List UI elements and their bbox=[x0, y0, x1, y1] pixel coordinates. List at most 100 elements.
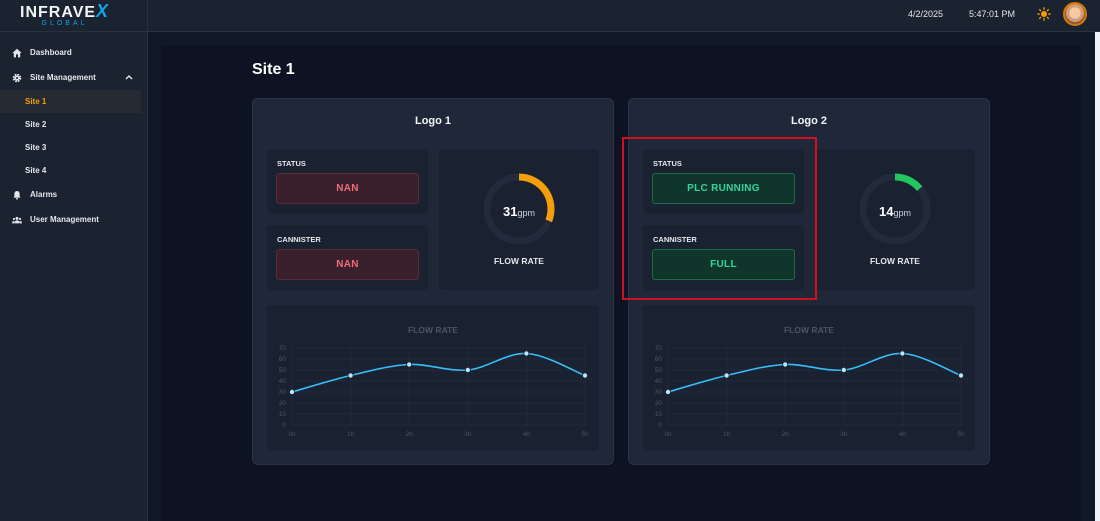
x-tick-label: 3h bbox=[464, 431, 472, 438]
sidebar-item-alarms[interactable]: Alarms bbox=[0, 182, 147, 207]
flow-rate-chart: 0 10 20 30 40 50 60 70 0h 1h 2h 3h 4h 5h bbox=[279, 345, 589, 438]
status-label: STATUS bbox=[653, 159, 682, 168]
y-tick-label: 40 bbox=[655, 378, 663, 385]
cannister-badge: FULL bbox=[652, 249, 795, 280]
status-card: STATUS PLC RUNNING bbox=[643, 149, 804, 214]
x-tick-label: 3h bbox=[840, 431, 848, 438]
y-tick-label: 20 bbox=[655, 400, 663, 407]
cannister-label: CANNISTER bbox=[653, 235, 697, 244]
data-point bbox=[347, 372, 354, 379]
sidebar-item-label: Alarms bbox=[30, 190, 58, 199]
flow-gauge bbox=[483, 173, 555, 245]
cannister-card: CANNISTER FULL bbox=[643, 225, 804, 290]
flow-gauge bbox=[859, 173, 931, 245]
y-tick-label: 40 bbox=[279, 378, 287, 385]
flow-rate-chart-card: FLOW RATE 0 10 20 30 40 50 60 70 0h 1h 2h 3h 4h 5h bbox=[267, 305, 599, 451]
page-title: Site 1 bbox=[252, 61, 295, 78]
sidebar-nav: Dashboard Site Management Site 1 Site 2 … bbox=[0, 32, 147, 232]
sidebar-item-label: User Management bbox=[30, 215, 99, 224]
content-area: Site 1 Logo 1 STATUS NAN CANNISTER NAN bbox=[161, 45, 1081, 521]
flow-label: FLOW RATE bbox=[870, 256, 920, 266]
status-label: STATUS bbox=[277, 159, 306, 168]
sidebar-item-label: Dashboard bbox=[30, 48, 72, 57]
sidebar-item-site-4[interactable]: Site 4 bbox=[25, 166, 47, 175]
x-tick-label: 4h bbox=[523, 431, 531, 438]
y-tick-label: 0 bbox=[658, 422, 662, 429]
flow-gauge-card: 14gpm FLOW RATE bbox=[815, 149, 975, 290]
flow-rate-chart-card: FLOW RATE 0 10 20 30 40 50 60 70 0h 1h 2h 3h 4h 5h bbox=[643, 305, 975, 451]
sidebar-item-site-3[interactable]: Site 3 bbox=[25, 143, 47, 152]
data-point bbox=[406, 361, 413, 368]
x-tick-label: 5h bbox=[581, 431, 589, 438]
highlight-box bbox=[622, 137, 817, 300]
data-point bbox=[957, 372, 964, 379]
data-point bbox=[782, 361, 789, 368]
cannister-label: CANNISTER bbox=[277, 235, 321, 244]
sidebar-item-site-management[interactable]: Site Management bbox=[0, 65, 147, 90]
sidebar-item-site-2[interactable]: Site 2 bbox=[25, 120, 47, 129]
sidebar-item-dashboard[interactable]: Dashboard bbox=[0, 40, 147, 65]
data-point bbox=[581, 372, 588, 379]
x-tick-label: 1h bbox=[347, 431, 355, 438]
y-tick-label: 30 bbox=[279, 389, 287, 396]
scrollbar[interactable] bbox=[1095, 32, 1100, 521]
flow-value: 31gpm bbox=[503, 204, 535, 219]
y-tick-label: 20 bbox=[279, 400, 287, 407]
y-tick-label: 70 bbox=[655, 345, 663, 352]
home-icon bbox=[12, 48, 22, 58]
flow-value: 14gpm bbox=[879, 204, 911, 219]
x-tick-label: 5h bbox=[957, 431, 965, 438]
y-tick-label: 0 bbox=[282, 422, 286, 429]
gauge-arc bbox=[894, 173, 923, 192]
chart-title: FLOW RATE bbox=[784, 325, 834, 335]
status-badge: PLC RUNNING bbox=[652, 173, 795, 204]
flow-gauge-card: 31gpm FLOW RATE bbox=[439, 149, 599, 290]
data-point bbox=[899, 350, 906, 357]
current-date: 4/2/2025 bbox=[908, 9, 944, 19]
site-panel-logo-1: Logo 1 STATUS NAN CANNISTER NAN 31gpm FL… bbox=[252, 98, 614, 465]
data-point bbox=[664, 389, 671, 396]
sidebar-item-site-1[interactable]: Site 1 bbox=[0, 90, 141, 113]
x-tick-label: 2h bbox=[406, 431, 414, 438]
sidebar: INFRAVEX GLOBAL Dashboard Site Managemen… bbox=[0, 0, 148, 521]
data-point bbox=[840, 367, 847, 374]
y-tick-label: 10 bbox=[655, 411, 663, 418]
brand-logo[interactable]: INFRAVEX GLOBAL bbox=[0, 0, 147, 32]
panel-title: Logo 1 bbox=[414, 115, 452, 127]
brand-name: INFRAVEX bbox=[20, 0, 110, 21]
bell-icon bbox=[12, 190, 22, 200]
cannister-card: CANNISTER NAN bbox=[267, 225, 428, 290]
users-icon bbox=[12, 215, 22, 225]
y-tick-label: 60 bbox=[655, 356, 663, 363]
flow-label: FLOW RATE bbox=[494, 256, 544, 266]
panel-title: Logo 2 bbox=[790, 115, 828, 127]
chevron-up-icon[interactable] bbox=[125, 73, 133, 82]
y-tick-label: 10 bbox=[279, 411, 287, 418]
cannister-badge: NAN bbox=[276, 249, 419, 280]
x-tick-label: 2h bbox=[782, 431, 790, 438]
topbar: 4/2/2025 5:47:01 PM bbox=[148, 0, 1100, 32]
x-tick-label: 4h bbox=[899, 431, 907, 438]
sidebar-item-user-management[interactable]: User Management bbox=[0, 207, 147, 232]
avatar[interactable] bbox=[1063, 2, 1087, 26]
y-tick-label: 60 bbox=[279, 356, 287, 363]
gauge-arc bbox=[518, 173, 555, 223]
main-area: Site 1 Logo 1 STATUS NAN CANNISTER NAN bbox=[148, 32, 1100, 521]
brand-sub: GLOBAL bbox=[41, 19, 88, 27]
data-point bbox=[723, 372, 730, 379]
current-time: 5:47:01 PM bbox=[969, 9, 1016, 19]
y-tick-label: 50 bbox=[279, 367, 287, 374]
site-panel-logo-2: Logo 2 STATUS PLC RUNNING CANNISTER FULL… bbox=[628, 98, 990, 465]
x-tick-label: 0h bbox=[664, 431, 672, 438]
chart-title: FLOW RATE bbox=[408, 325, 458, 335]
y-tick-label: 50 bbox=[655, 367, 663, 374]
gear-icon bbox=[12, 73, 22, 83]
y-tick-label: 30 bbox=[655, 389, 663, 396]
data-point bbox=[523, 350, 530, 357]
sidebar-item-label: Site Management bbox=[30, 73, 96, 82]
data-point bbox=[464, 367, 471, 374]
x-tick-label: 0h bbox=[288, 431, 296, 438]
data-point bbox=[288, 389, 295, 396]
sun-icon[interactable] bbox=[1037, 7, 1051, 21]
